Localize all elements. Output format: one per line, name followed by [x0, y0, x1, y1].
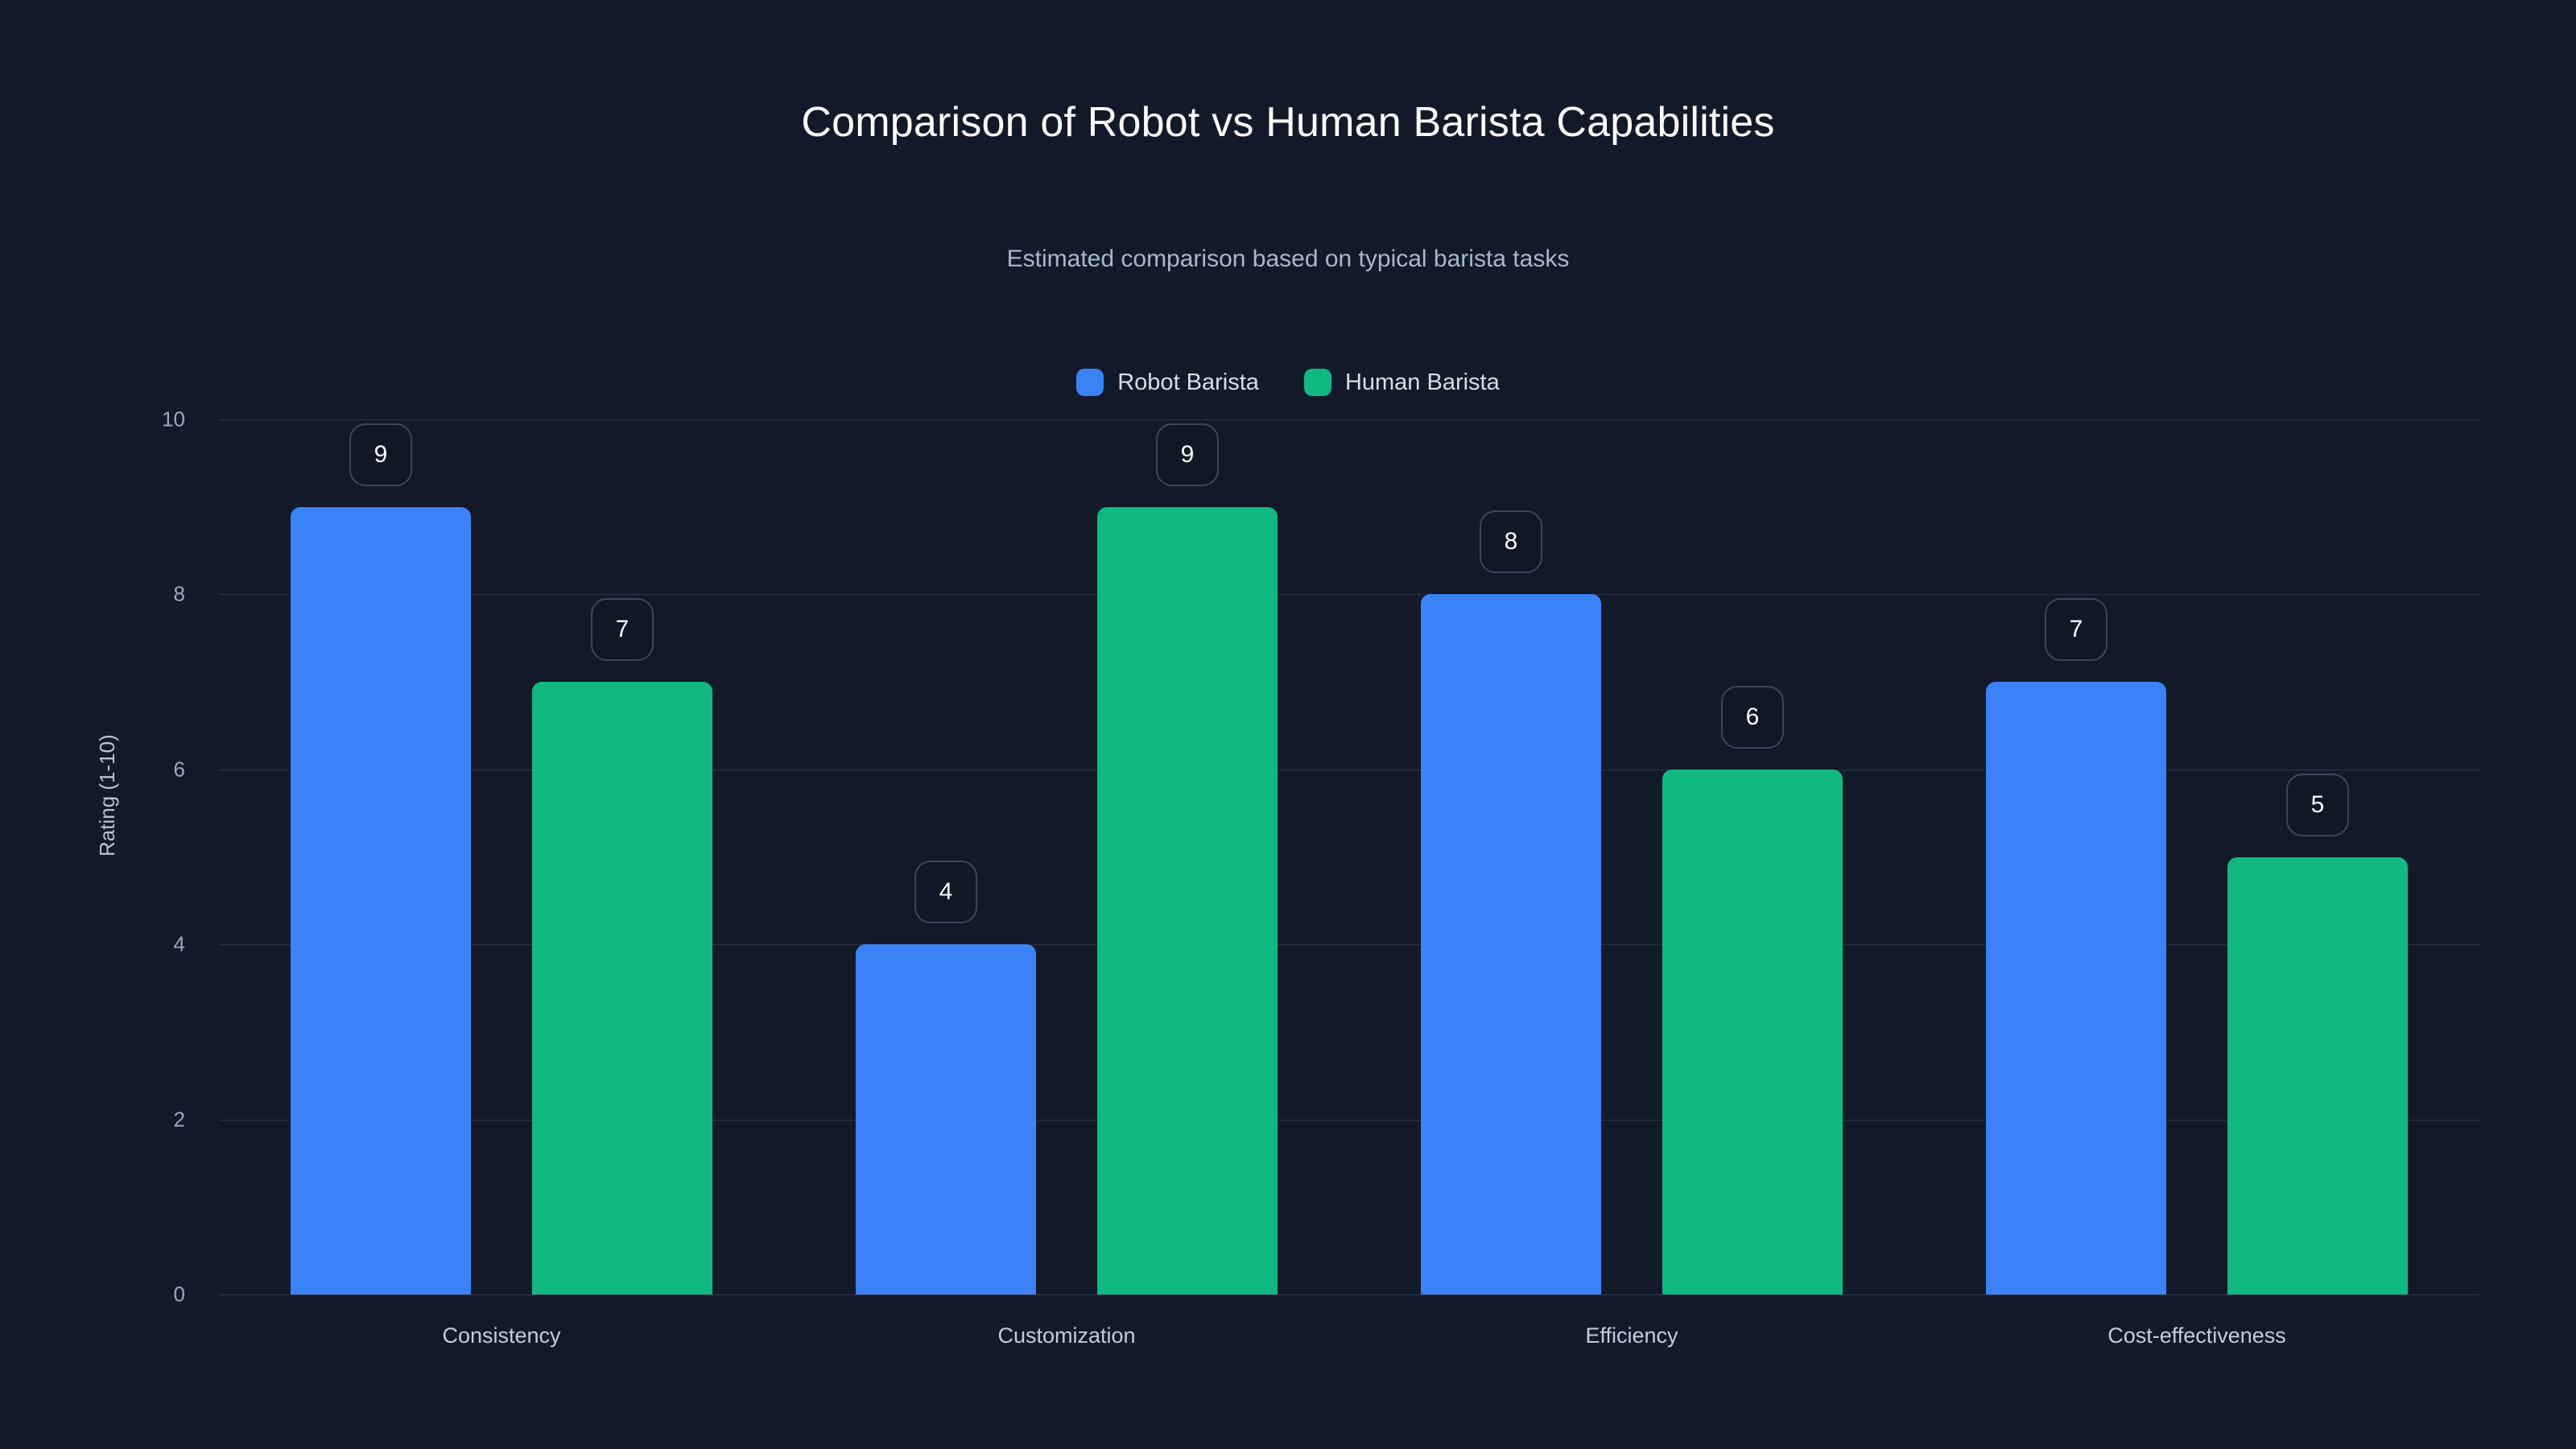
legend-swatch-icon [1303, 369, 1331, 396]
bar-efficiency-human[interactable] [1662, 769, 1843, 1294]
bar-value-label: 5 [2286, 773, 2349, 836]
bars-layer: 9 7 4 9 8 6 7 5 [219, 419, 2479, 1294]
x-tick-label: Customization [997, 1323, 1136, 1348]
x-axis-tick-labels: Consistency Customization Efficiency Cost-e… [219, 1323, 2479, 1372]
bar-value-label: 9 [1156, 423, 1219, 486]
plot-area: 9 7 4 9 8 6 7 5 [219, 419, 2479, 1295]
y-tick-label: 4 [173, 931, 185, 956]
legend-item-human-barista[interactable]: Human Barista [1303, 369, 1500, 396]
legend-label: Human Barista [1344, 369, 1500, 395]
gridline [219, 944, 2479, 946]
y-axis-title: Rating (1-10) [95, 734, 119, 857]
x-tick-label: Cost-effectiveness [2107, 1323, 2286, 1348]
bar-cost-effectiveness-human[interactable] [2227, 857, 2408, 1294]
bar-customization-human[interactable] [1097, 506, 1278, 1294]
y-tick-label: 2 [173, 1107, 185, 1132]
bar-customization-robot[interactable] [856, 944, 1036, 1294]
y-tick-label: 0 [173, 1282, 185, 1307]
bar-value-label: 8 [1480, 510, 1542, 574]
legend-label: Robot Barista [1117, 369, 1259, 395]
y-tick-label: 8 [173, 581, 185, 606]
y-tick-label: 10 [162, 407, 185, 431]
bar-value-label: 9 [349, 423, 412, 486]
chart-legend: Robot Barista Human Barista [0, 369, 2576, 396]
bar-value-label: 6 [1721, 685, 1784, 749]
gridline [219, 594, 2479, 596]
gridline [219, 419, 2479, 420]
legend-swatch-icon [1076, 369, 1104, 396]
x-tick-label: Efficiency [1585, 1323, 1678, 1348]
bar-value-label: 4 [914, 861, 977, 924]
chart-subtitle: Estimated comparison based on typical ba… [1006, 246, 1570, 272]
y-tick-label: 6 [173, 757, 185, 782]
bar-value-label: 7 [591, 598, 654, 662]
gridline [219, 1119, 2479, 1121]
gridline [219, 1294, 2479, 1295]
bar-value-label: 7 [2045, 598, 2107, 662]
legend-item-robot-barista[interactable]: Robot Barista [1076, 369, 1259, 396]
x-tick-label: Consistency [442, 1323, 561, 1348]
bar-consistency-human[interactable] [532, 682, 712, 1294]
bar-consistency-robot[interactable] [291, 506, 471, 1294]
chart-title: Comparison of Robot vs Human Barista Cap… [801, 99, 1775, 146]
bar-cost-effectiveness-robot[interactable] [1986, 682, 2166, 1294]
bar-efficiency-robot[interactable] [1421, 594, 1601, 1294]
